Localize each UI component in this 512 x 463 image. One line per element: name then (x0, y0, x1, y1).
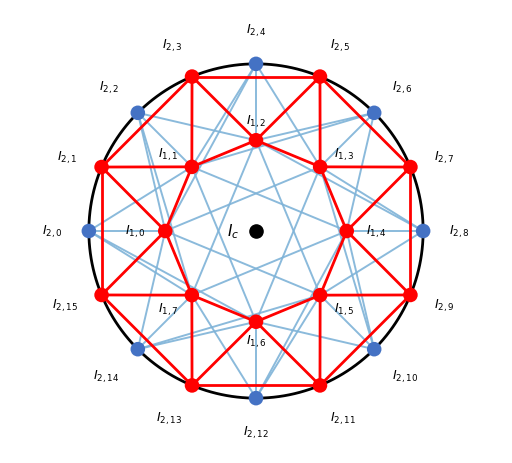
Point (97, 164, 105, 171)
Text: $I_{2,9}$: $I_{2,9}$ (434, 297, 455, 313)
Point (316, 74, 324, 81)
Text: $I_{1,2}$: $I_{1,2}$ (246, 114, 266, 130)
Point (316, 382, 324, 389)
Point (252, 319, 260, 326)
Text: $I_{2,7}$: $I_{2,7}$ (434, 150, 455, 166)
Point (343, 228, 351, 235)
Text: $I_{2,3}$: $I_{2,3}$ (162, 38, 182, 54)
Point (134, 110, 142, 117)
Point (97, 292, 105, 299)
Text: $I_{2,0}$: $I_{2,0}$ (42, 223, 63, 240)
Text: $I_{2,4}$: $I_{2,4}$ (246, 23, 266, 39)
Text: $I_{1,6}$: $I_{1,6}$ (246, 333, 266, 349)
Point (161, 228, 169, 235)
Text: $I_{1,7}$: $I_{1,7}$ (158, 301, 178, 317)
Point (419, 228, 427, 235)
Point (316, 164, 324, 171)
Text: $I_{2,14}$: $I_{2,14}$ (93, 368, 120, 384)
Text: $I_{1,0}$: $I_{1,0}$ (125, 223, 146, 240)
Point (134, 346, 142, 353)
Text: $I_{2,5}$: $I_{2,5}$ (330, 38, 350, 54)
Point (407, 292, 415, 299)
Text: $I_{2,2}$: $I_{2,2}$ (99, 79, 120, 95)
Text: $I_{2,10}$: $I_{2,10}$ (392, 368, 419, 384)
Text: $I_{1,4}$: $I_{1,4}$ (366, 223, 387, 240)
Text: $I_{2,8}$: $I_{2,8}$ (449, 223, 470, 240)
Text: $I_{2,15}$: $I_{2,15}$ (52, 297, 78, 313)
Text: $I_{1,3}$: $I_{1,3}$ (334, 146, 354, 162)
Point (252, 394, 260, 402)
Text: $I_{2,13}$: $I_{2,13}$ (156, 409, 182, 425)
Text: $I_{1,5}$: $I_{1,5}$ (334, 301, 354, 317)
Text: $I_{2,12}$: $I_{2,12}$ (243, 424, 269, 440)
Point (252, 61, 260, 69)
Point (188, 292, 196, 299)
Point (188, 382, 196, 389)
Text: $I_{2,1}$: $I_{2,1}$ (57, 150, 78, 166)
Point (188, 164, 196, 171)
Point (316, 292, 324, 299)
Point (252, 137, 260, 144)
Point (370, 346, 378, 353)
Point (85, 228, 93, 235)
Text: $I_{2,6}$: $I_{2,6}$ (392, 79, 413, 95)
Point (188, 74, 196, 81)
Text: $I_c$: $I_c$ (227, 222, 239, 241)
Text: $I_{2,11}$: $I_{2,11}$ (330, 409, 356, 425)
Point (252, 228, 260, 235)
Text: $I_{1,1}$: $I_{1,1}$ (158, 146, 178, 162)
Point (370, 110, 378, 117)
Point (407, 164, 415, 171)
